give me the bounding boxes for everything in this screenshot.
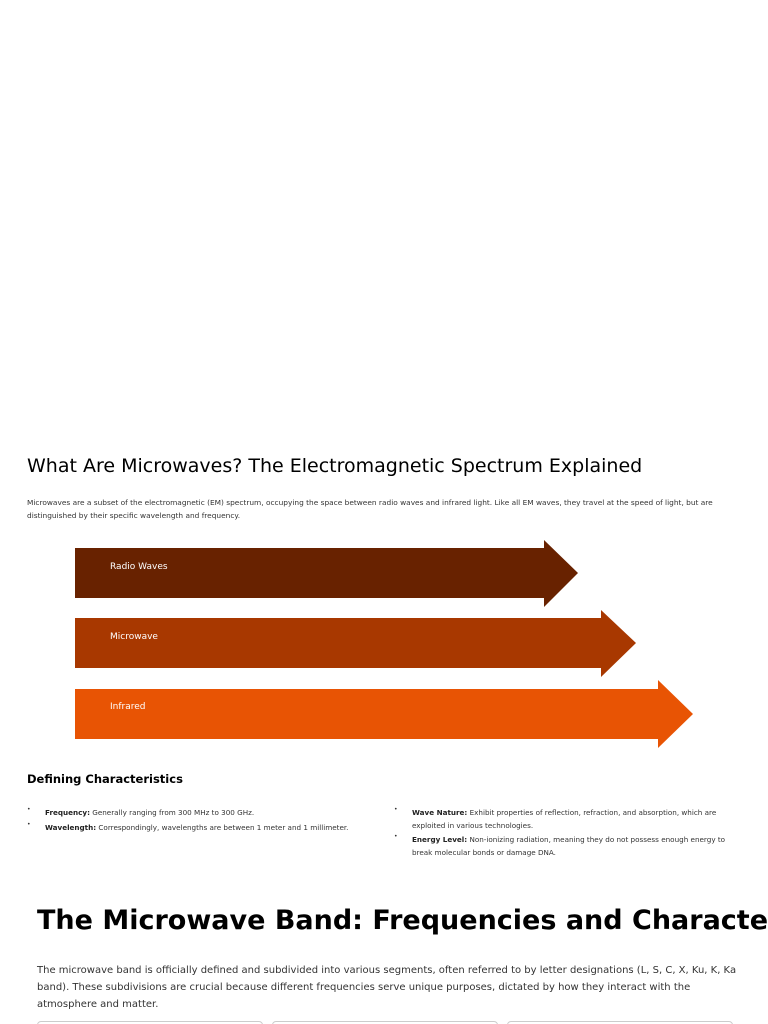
arrow-shape (75, 680, 693, 748)
band-card (37, 1021, 263, 1024)
section-title: What Are Microwaves? The Electromagnetic… (27, 455, 643, 477)
item-text: Generally ranging from 300 MHz to 300 GH… (92, 808, 255, 817)
characteristics-list-right: Wave Nature: Exhibit properties of refle… (394, 804, 744, 861)
band-card (507, 1021, 733, 1024)
item-term: Wavelength: (45, 822, 97, 832)
item-text: Non-ionizing radiation, meaning they do … (412, 835, 726, 857)
spectrum-arrow-microwave: Microwave (75, 610, 637, 678)
band-card (272, 1021, 498, 1024)
arrow-shape (75, 610, 636, 677)
item-text: Exhibit properties of reflection, refrac… (412, 808, 717, 830)
item-term: Wave Nature: (412, 808, 468, 817)
section-intro: Microwaves are a subset of the electroma… (27, 498, 713, 520)
item-text: Correspondingly, wavelengths are between… (98, 822, 349, 832)
list-item: Wavelength: Correspondingly, wavelengths… (27, 819, 377, 835)
spectrum-label: Radio Waves (110, 562, 168, 572)
list-item: Wave Nature: Exhibit properties of refle… (394, 804, 744, 832)
arrow-polygon (75, 610, 636, 677)
spectrum-arrow-radio: Radio Waves (75, 540, 579, 608)
section-intro: The microwave band is officially defined… (37, 965, 737, 1010)
list-item: Frequency: Generally ranging from 300 MH… (27, 804, 377, 820)
list-item: Energy Level: Non-ionizing radiation, me… (394, 831, 744, 859)
arrow-polygon (75, 540, 578, 607)
spectrum-arrow-infrared: Infrared (75, 680, 694, 748)
characteristics-list-left: Frequency: Generally ranging from 300 MH… (27, 804, 377, 836)
item-term: Energy Level: (412, 835, 468, 844)
arrow-polygon (75, 680, 693, 748)
item-term: Frequency: (45, 808, 90, 817)
section-title: The Microwave Band: Frequencies and Char… (37, 905, 768, 936)
spectrum-label: Microwave (110, 632, 158, 642)
arrow-shape (75, 540, 578, 607)
spectrum-label: Infrared (110, 702, 146, 712)
characteristics-heading: Defining Characteristics (27, 772, 183, 786)
